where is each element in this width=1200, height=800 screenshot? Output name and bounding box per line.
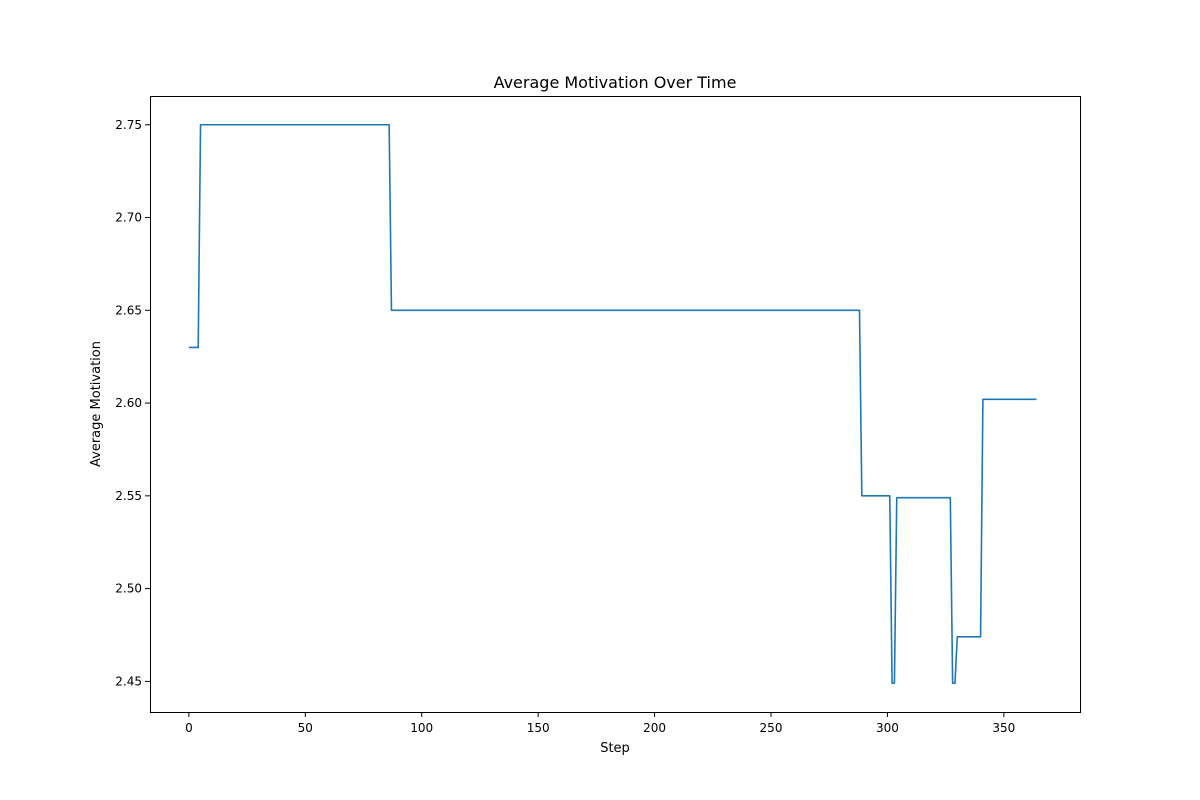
y-tick-label: 2.60 xyxy=(115,396,142,410)
x-tick-label: 0 xyxy=(185,721,193,735)
y-tick-label: 2.50 xyxy=(115,582,142,596)
y-tick-label: 2.75 xyxy=(115,118,142,132)
plot-area xyxy=(188,123,1037,685)
chart-title: Average Motivation Over Time xyxy=(494,73,737,92)
x-tick-label: 300 xyxy=(876,721,899,735)
x-tick-label: 150 xyxy=(527,721,550,735)
y-axis: 2.45 2.50 2.55 2.60 2.65 2.70 2.75 xyxy=(115,118,150,688)
axes-frame xyxy=(150,96,1081,713)
x-tick-label: 200 xyxy=(643,721,666,735)
x-axis-label: Step xyxy=(600,741,630,756)
x-tick-label: 350 xyxy=(992,721,1015,735)
x-tick-label: 100 xyxy=(410,721,433,735)
y-tick-label: 2.45 xyxy=(115,674,142,688)
x-axis: 0 50 100 150 200 250 300 350 xyxy=(185,712,1015,735)
y-tick-label: 2.65 xyxy=(115,303,142,317)
y-tick-label: 2.70 xyxy=(115,211,142,225)
x-tick-label: 250 xyxy=(760,721,783,735)
x-tick-label: 50 xyxy=(298,721,313,735)
y-axis-label: Average Motivation xyxy=(89,341,104,467)
y-tick-label: 2.55 xyxy=(115,489,142,503)
series-line-1 xyxy=(188,123,1037,685)
